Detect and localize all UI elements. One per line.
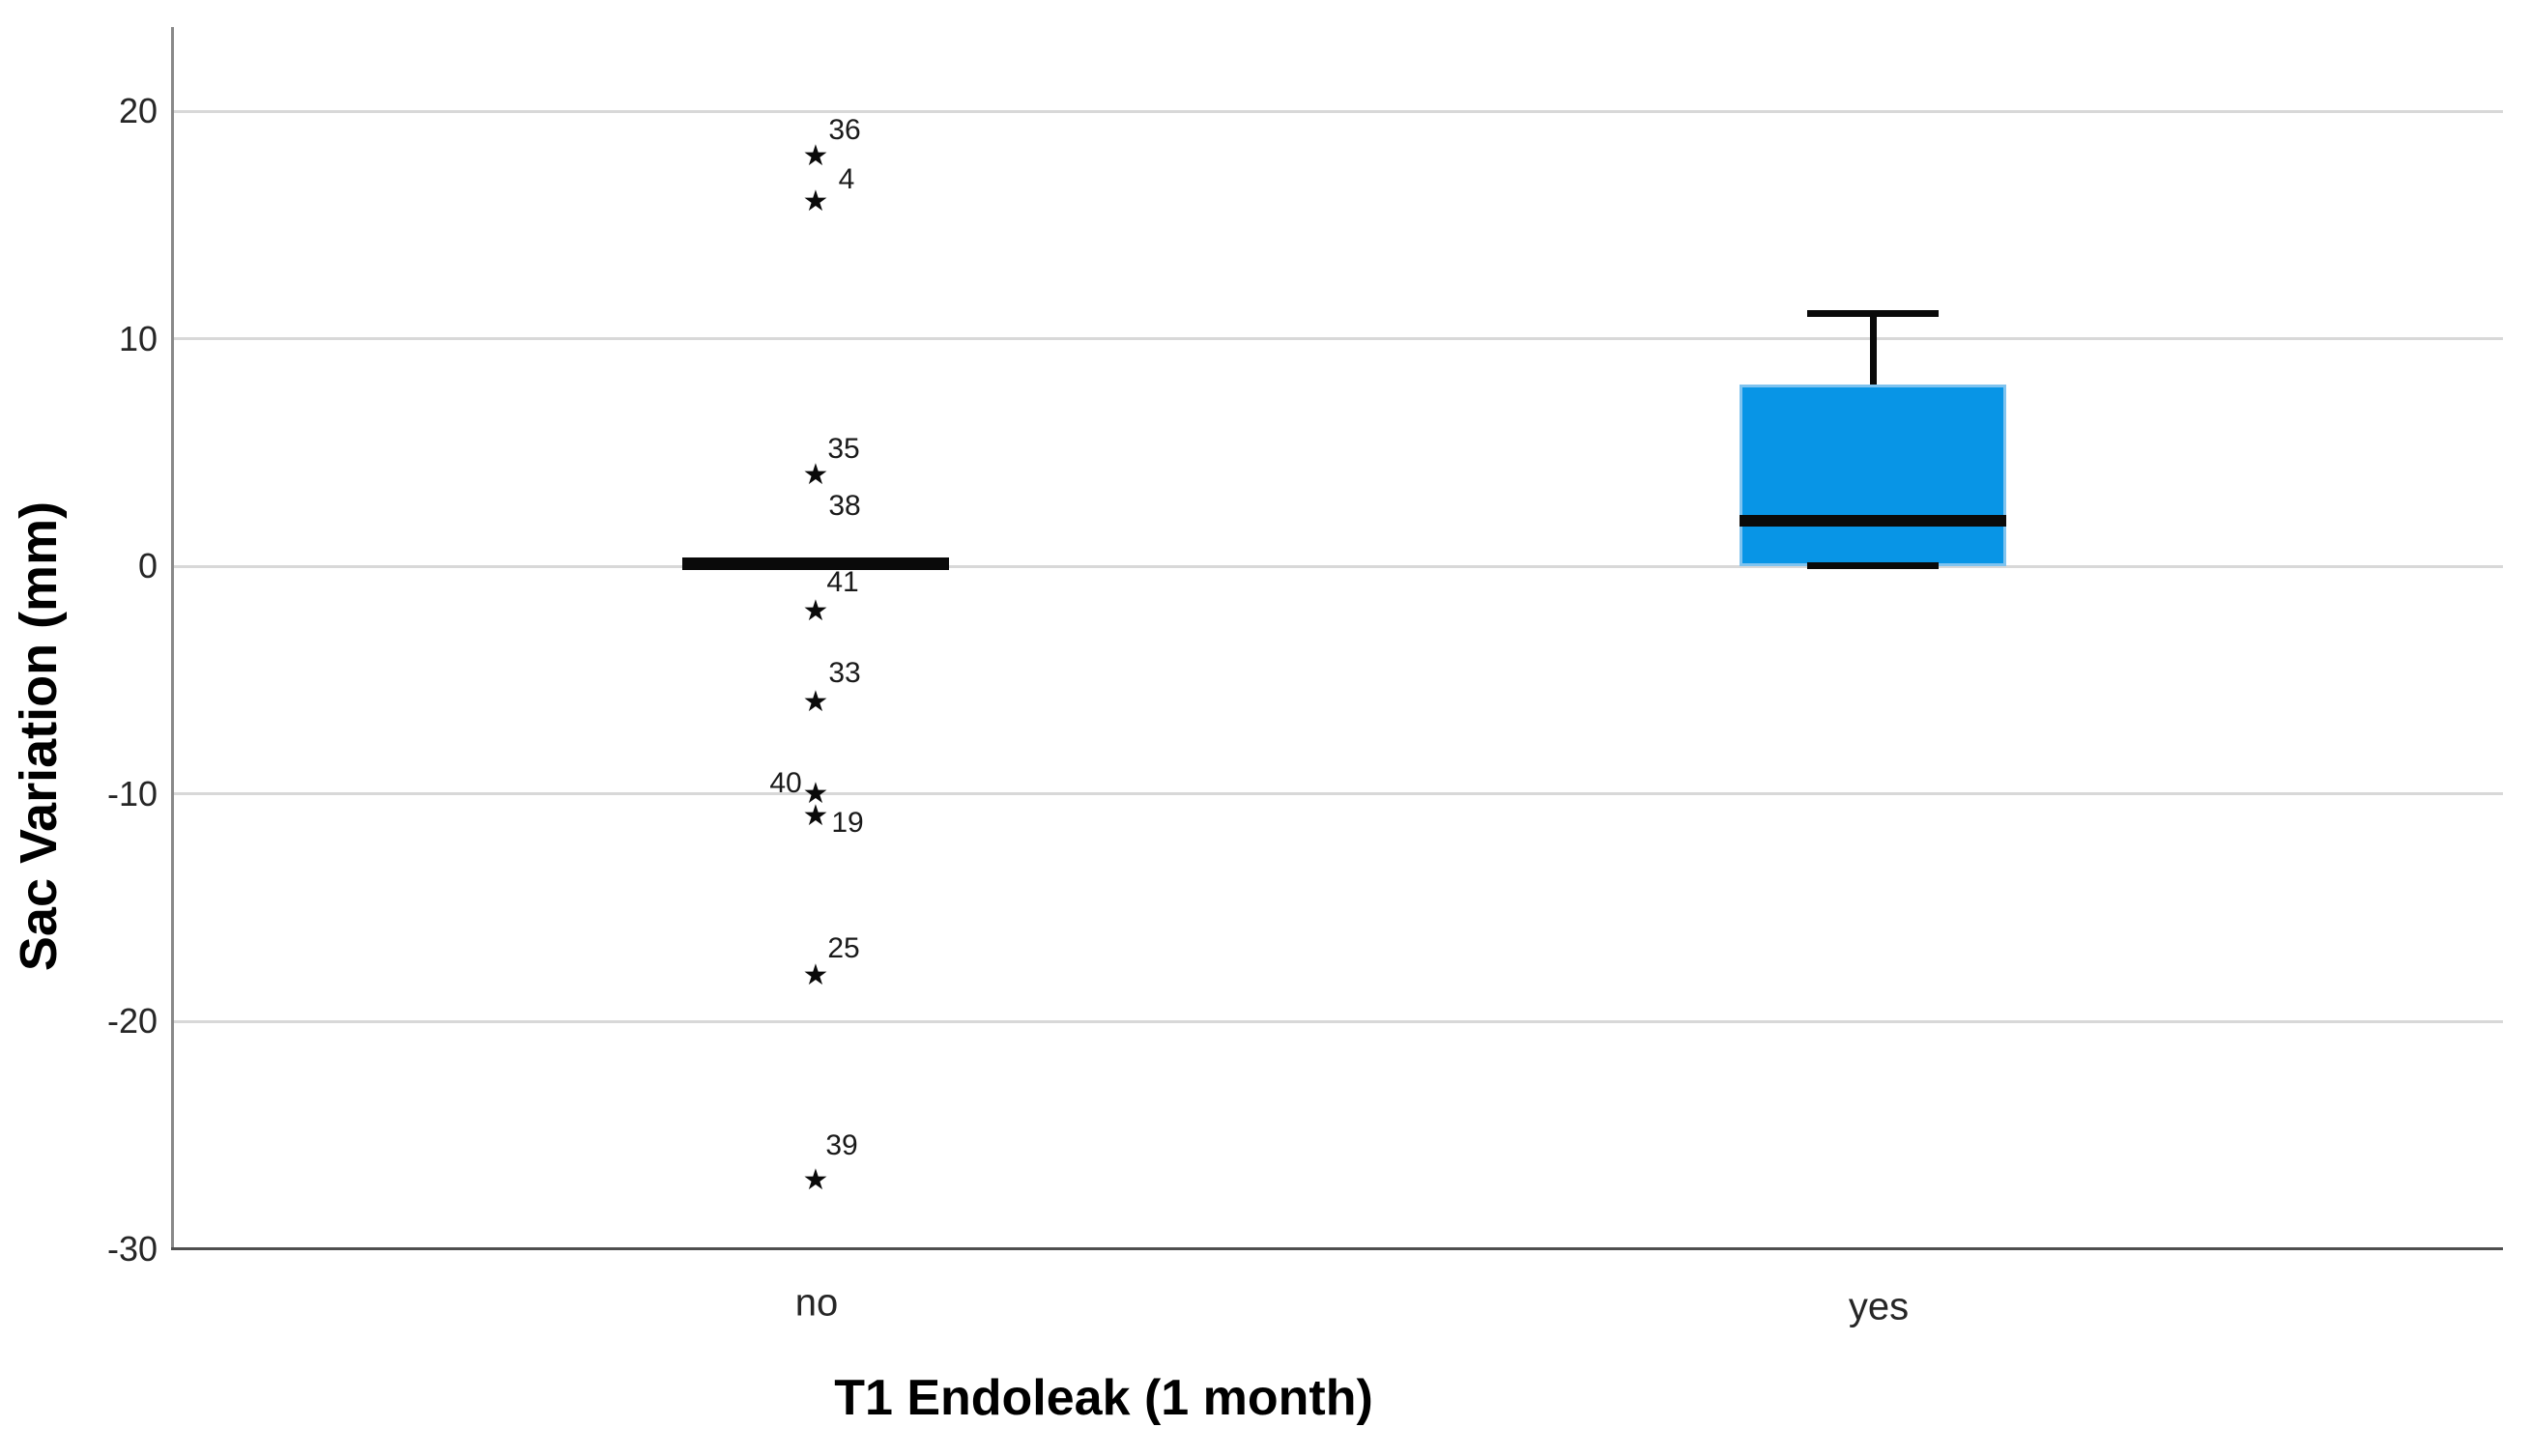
outlier-case-label: 33 [828,657,861,690]
y-tick-label: -30 [106,1228,158,1269]
y-tick-label: 0 [137,546,158,585]
category-label-no: no [794,1281,839,1325]
median-line-yes [1740,514,2006,527]
outlier-star-marker: ★ [802,594,829,629]
outlier-star-marker: ★ [802,139,829,174]
gridline-y--20 [173,1019,2503,1023]
outlier-star-marker: ★ [802,185,829,219]
upper-whisker-cap [1807,309,1939,317]
x-axis-line [171,1246,2503,1250]
outlier-star-marker: ★ [802,776,829,811]
outlier-case-label: 39 [825,1128,858,1161]
outlier-case-label: 40 [769,766,802,799]
lower-whisker-cap [1807,562,1939,569]
outlier-star-marker: ★ [802,685,829,720]
gridline-y-20 [173,109,2503,113]
y-tick-label: -10 [106,773,158,814]
outlier-case-label: 38 [828,489,861,522]
outlier-case-label: 25 [827,931,860,964]
gridline-y--10 [173,792,2503,795]
outlier-star-marker: ★ [802,799,829,834]
gridline-y-10 [173,337,2503,340]
gridline-y-0 [173,564,2503,568]
outlier-case-label: 35 [827,432,860,465]
outlier-star-marker: ★ [802,957,829,992]
outlier-case-label: 4 [838,163,855,196]
category-label-yes: yes [1848,1285,1910,1328]
outlier-star-marker: ★ [802,1162,829,1197]
x-axis-title: T1 Endoleak (1 month) [834,1370,1373,1426]
outlier-case-label: 19 [831,807,864,840]
outlier-case-label: 41 [826,566,859,599]
upper-whisker-line [1869,315,1877,385]
median-line-no [682,557,949,570]
y-tick-label: 20 [118,91,158,130]
y-axis-line [171,27,174,1248]
outlier-star-marker: ★ [802,457,829,492]
y-tick-label: 10 [118,318,158,358]
y-tick-label: -20 [106,1001,158,1041]
y-axis-title: Sac Variation (mm) [10,500,68,972]
box-yes [1740,384,2006,566]
outlier-case-label: 36 [828,114,861,147]
